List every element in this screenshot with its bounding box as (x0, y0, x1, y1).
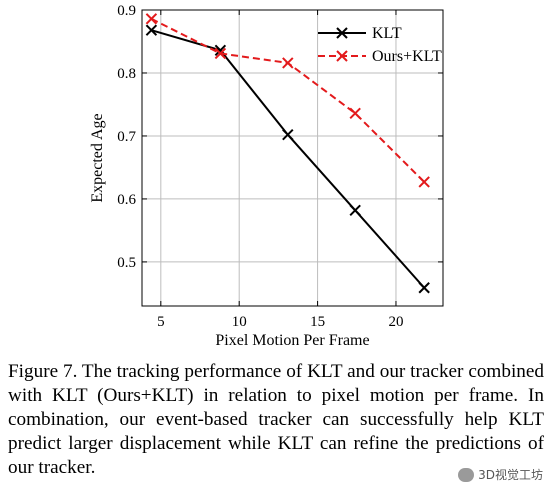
x-axis-label: Pixel Motion Per Frame (215, 332, 369, 349)
x-tick-label: 20 (388, 314, 403, 330)
y-tick-label: 0.6 (117, 192, 136, 208)
series-line-klt (151, 29, 425, 289)
y-tick-label: 0.5 (117, 255, 136, 271)
ticks-layer: 5 10 15 20 0.5 0.6 0.7 0.8 0.9 (117, 3, 443, 330)
plot-frame (141, 9, 444, 307)
chart-figure: 5 10 15 20 0.5 0.6 0.7 0.8 0.9 Pixel Motion Per … (89, 3, 444, 349)
data-point-ours-klt (418, 176, 430, 188)
watermark: 3D视觉工坊 (458, 466, 543, 483)
legend: KLT Ours+KLT (318, 25, 442, 65)
legend-item-ours-klt: Ours+KLT (318, 48, 442, 65)
data-point-klt (418, 282, 430, 294)
x-tick-label: 10 (232, 314, 247, 330)
watermark-text: 3D视觉工坊 (478, 468, 543, 482)
legend-marker (336, 27, 348, 39)
series-layer (145, 13, 430, 294)
line-chart: 5 10 15 20 0.5 0.6 0.7 0.8 0.9 Pixel Motion Per … (89, 3, 444, 349)
data-point-klt (282, 128, 294, 141)
data-point-ours-klt (349, 107, 361, 119)
data-point-ours-klt (145, 13, 158, 25)
legend-item-klt: KLT (318, 25, 402, 42)
data-point-klt (349, 204, 361, 216)
x-tick-label: 15 (310, 314, 325, 330)
data-point-ours-klt (282, 57, 294, 69)
wechat-icon (458, 467, 475, 482)
series-line-ours-klt (150, 17, 425, 183)
figure-caption: Figure 7. The tracking performance of KL… (8, 361, 544, 478)
legend-label: KLT (372, 25, 402, 42)
y-tick-label: 0.8 (117, 66, 136, 82)
legend-marker (336, 50, 348, 62)
y-axis-label: Expected Age (89, 113, 106, 202)
data-point-klt (145, 24, 158, 36)
x-tick-label: 5 (157, 314, 165, 330)
y-tick-label: 0.9 (117, 3, 136, 19)
data-point-ours-klt (214, 47, 227, 60)
y-tick-label: 0.7 (117, 129, 136, 145)
legend-label: Ours+KLT (372, 48, 442, 65)
